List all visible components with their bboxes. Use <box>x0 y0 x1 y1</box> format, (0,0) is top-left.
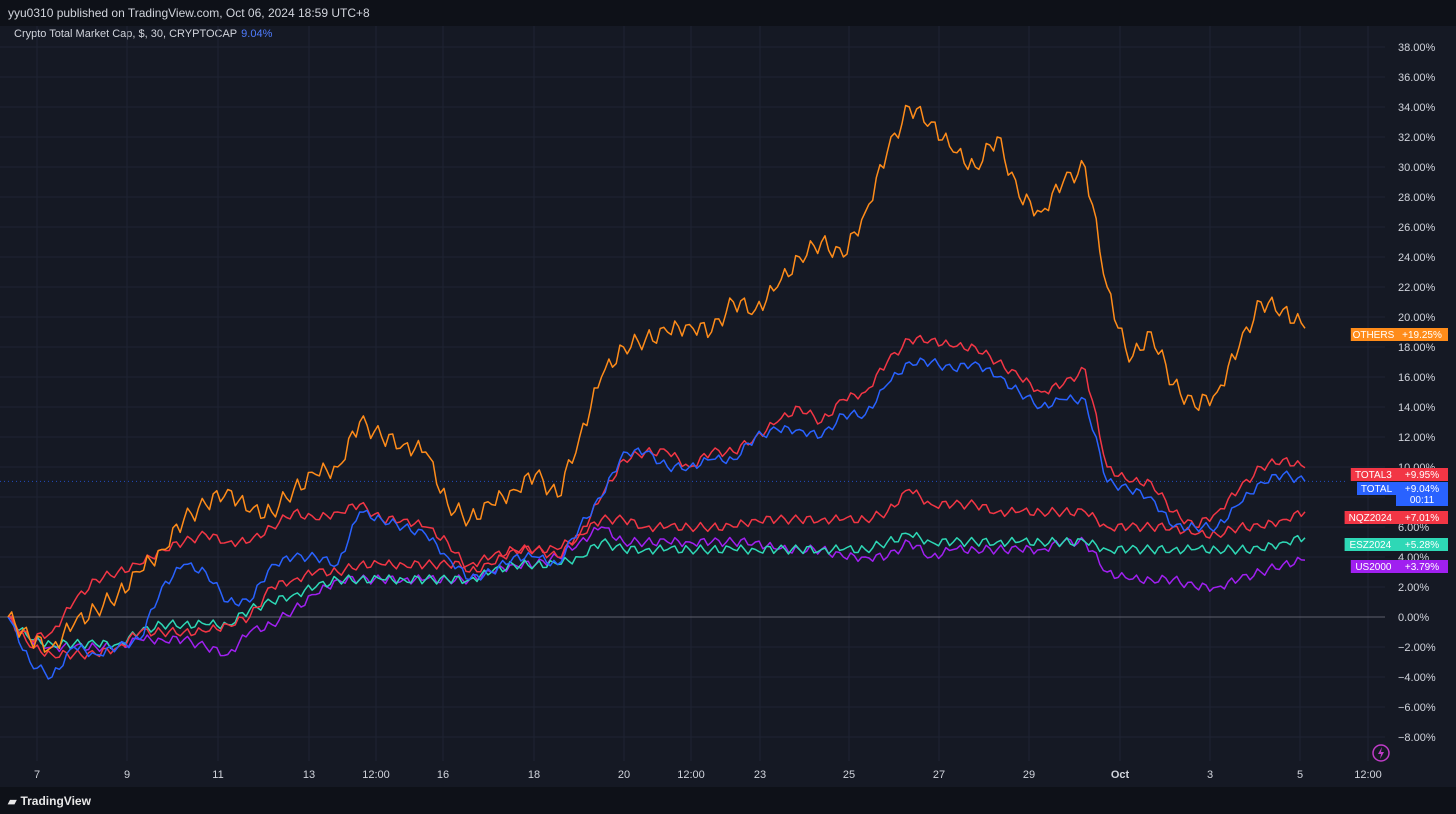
series-label-value-bg <box>1396 468 1448 481</box>
x-tick-label: 27 <box>933 769 945 781</box>
y-tick-label: 6.00% <box>1398 522 1429 534</box>
y-tick-label: 24.00% <box>1398 252 1436 264</box>
x-tick-label: 16 <box>437 769 449 781</box>
y-tick-label: 16.00% <box>1398 372 1436 384</box>
x-tick-label: 23 <box>754 769 766 781</box>
series-line-total3 <box>7 334 1306 643</box>
series-label-name: OTHERS <box>1353 330 1395 341</box>
y-tick-label: −6.00% <box>1398 702 1436 714</box>
series-label-value: +19.25% <box>1402 330 1442 341</box>
x-tick-label: 13 <box>303 769 315 781</box>
series-label-name-bg <box>1344 538 1396 551</box>
y-tick-label: −4.00% <box>1398 672 1436 684</box>
series-label-value-bg <box>1396 328 1448 341</box>
series-label-value: +9.04% <box>1405 484 1439 495</box>
publish-header: yyu0310 published on TradingView.com, Oc… <box>0 0 1456 26</box>
series-line-nqz2024 <box>7 488 1306 660</box>
series-label-value: +9.95% <box>1405 470 1439 481</box>
lightning-icon-ring <box>1372 744 1390 762</box>
y-tick-label: 2.00% <box>1398 582 1429 594</box>
series-line-esz2024 <box>7 531 1306 650</box>
y-tick-label: 26.00% <box>1398 222 1436 234</box>
y-tick-label: 30.00% <box>1398 162 1436 174</box>
x-tick-label: 5 <box>1297 769 1303 781</box>
y-tick-label: 22.00% <box>1398 282 1436 294</box>
series-line-total <box>7 357 1306 680</box>
symbol-value: 9.04% <box>241 28 273 40</box>
y-tick-label: 38.00% <box>1398 42 1436 54</box>
series-label-name: TOTAL3 <box>1355 470 1392 481</box>
lightning-icon[interactable] <box>1372 744 1390 762</box>
y-tick-label: 20.00% <box>1398 312 1436 324</box>
series-line-others <box>7 104 1306 653</box>
series-label-name-bg <box>1344 511 1396 524</box>
series-label-value-bg <box>1396 511 1448 524</box>
x-tick-label: 12:00 <box>362 769 390 781</box>
lightning-icon-bolt <box>1378 747 1384 759</box>
series-label-name: ESZ2024 <box>1349 540 1391 551</box>
symbol-legend[interactable]: Crypto Total Market Cap, $, 30, CRYPTOCA… <box>14 28 272 40</box>
series-label-others[interactable]: OTHERS +19.25% <box>1350 328 1448 341</box>
series-label-countdown: 00:11 <box>1410 495 1435 506</box>
series-label-esz2024[interactable]: ESZ2024 +5.28% <box>1344 538 1448 551</box>
x-tick-label: 29 <box>1023 769 1035 781</box>
y-tick-label: −8.00% <box>1398 732 1436 744</box>
x-tick-label: Oct <box>1111 769 1130 781</box>
x-tick-label: 12:00 <box>677 769 705 781</box>
chart-area[interactable]: 38.00%36.00%34.00%32.00%30.00%28.00%26.0… <box>0 26 1456 787</box>
series-label-name-bg <box>1350 468 1396 481</box>
brand-text: TradingView <box>20 794 91 808</box>
series-label-us2000[interactable]: US2000 +3.79% <box>1350 560 1448 573</box>
series-label-value-bg <box>1396 482 1448 506</box>
series-label-nqz2024[interactable]: NQZ2024 +7.01% <box>1344 511 1448 524</box>
x-tick-label: 11 <box>212 769 223 781</box>
series-label-value: +7.01% <box>1405 513 1439 524</box>
series-label-value-bg <box>1396 560 1448 573</box>
series-label-name-bg <box>1350 560 1396 573</box>
series-label-name: US2000 <box>1355 562 1392 573</box>
footer-bar: ▰ TradingView <box>0 787 1456 814</box>
x-tick-label: 7 <box>34 769 40 781</box>
tradingview-brand[interactable]: ▰ TradingView <box>8 794 91 808</box>
series-label-total3[interactable]: TOTAL3 +9.95% <box>1350 468 1448 481</box>
series-label-value-bg <box>1396 538 1448 551</box>
x-tick-label: 3 <box>1207 769 1213 781</box>
series-label-name-bg <box>1350 328 1396 341</box>
x-tick-label: 9 <box>124 769 130 781</box>
y-tick-label: −2.00% <box>1398 642 1436 654</box>
y-tick-label: 28.00% <box>1398 192 1436 204</box>
series-label-name-bg <box>1357 482 1396 495</box>
publish-text: yyu0310 published on TradingView.com, Oc… <box>8 6 370 20</box>
y-tick-label: 12.00% <box>1398 432 1436 444</box>
tradingview-logo-icon: ▰ <box>8 796 17 808</box>
series-label-value: +5.28% <box>1405 540 1439 551</box>
y-tick-label: 32.00% <box>1398 132 1436 144</box>
x-tick-label: 18 <box>528 769 540 781</box>
series-line-us2000 <box>7 526 1306 657</box>
x-tick-label: 25 <box>843 769 855 781</box>
y-tick-label: 14.00% <box>1398 402 1436 414</box>
y-tick-label: 36.00% <box>1398 72 1436 84</box>
y-tick-label: 34.00% <box>1398 102 1436 114</box>
series-label-name: TOTAL <box>1361 484 1393 495</box>
series-label-value: +3.79% <box>1405 562 1439 573</box>
x-tick-label: 12:00 <box>1354 769 1382 781</box>
series-label-total[interactable]: TOTAL +9.04%00:11 <box>1357 482 1448 506</box>
y-tick-label: 18.00% <box>1398 342 1436 354</box>
series-label-name: NQZ2024 <box>1349 513 1393 524</box>
symbol-name: Crypto Total Market Cap, $, 30, CRYPTOCA… <box>14 28 238 40</box>
x-tick-label: 20 <box>618 769 630 781</box>
y-tick-label: 0.00% <box>1398 612 1429 624</box>
